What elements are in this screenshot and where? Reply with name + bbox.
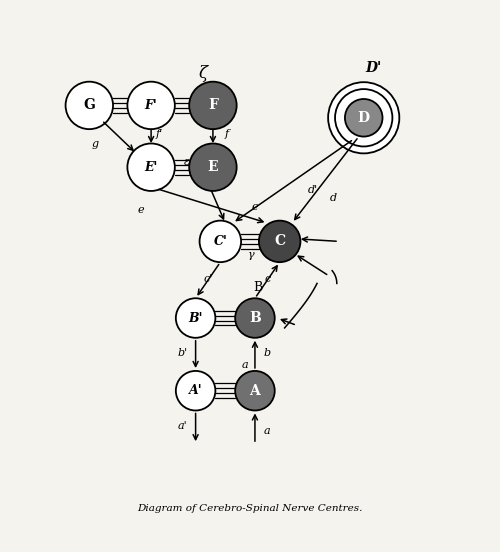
Text: d: d	[330, 193, 336, 203]
Text: E: E	[208, 160, 218, 174]
Circle shape	[176, 298, 216, 338]
Circle shape	[345, 99, 383, 136]
Text: A: A	[250, 384, 260, 397]
Circle shape	[235, 371, 275, 411]
Text: c': c'	[204, 274, 212, 284]
Text: A': A'	[189, 384, 202, 397]
Text: γ: γ	[248, 250, 254, 260]
Circle shape	[128, 144, 175, 191]
Circle shape	[176, 371, 216, 411]
Circle shape	[328, 82, 400, 153]
Text: D: D	[358, 111, 370, 125]
Text: b: b	[264, 348, 271, 358]
Circle shape	[128, 82, 175, 129]
Text: f: f	[224, 129, 229, 139]
Text: e: e	[138, 205, 144, 215]
Text: g: g	[92, 140, 99, 150]
Text: D': D'	[366, 61, 382, 75]
Text: d': d'	[308, 185, 318, 195]
Text: C': C'	[214, 235, 228, 248]
Text: e: e	[252, 202, 258, 212]
Text: c: c	[264, 274, 270, 284]
Text: B': B'	[188, 311, 203, 325]
Text: B: B	[253, 281, 262, 294]
Text: G: G	[84, 98, 95, 113]
Text: Diagram of Cerebro-Spinal Nerve Centres.: Diagram of Cerebro-Spinal Nerve Centres.	[138, 504, 362, 513]
Circle shape	[66, 82, 113, 129]
Text: b': b'	[177, 348, 188, 358]
Text: F': F'	[144, 99, 158, 112]
Circle shape	[189, 82, 236, 129]
Text: B: B	[249, 311, 261, 325]
Text: a': a'	[178, 421, 187, 431]
Circle shape	[235, 298, 275, 338]
Circle shape	[200, 221, 241, 262]
Text: F: F	[208, 98, 218, 113]
Text: ε: ε	[184, 157, 190, 167]
Circle shape	[335, 89, 392, 146]
Text: a: a	[242, 360, 248, 370]
Circle shape	[259, 221, 300, 262]
Text: E': E'	[144, 161, 158, 174]
Text: f': f'	[156, 129, 162, 139]
Text: C: C	[274, 235, 285, 248]
Text: a: a	[264, 426, 270, 436]
Text: ζ: ζ	[198, 65, 207, 82]
Circle shape	[189, 144, 236, 191]
